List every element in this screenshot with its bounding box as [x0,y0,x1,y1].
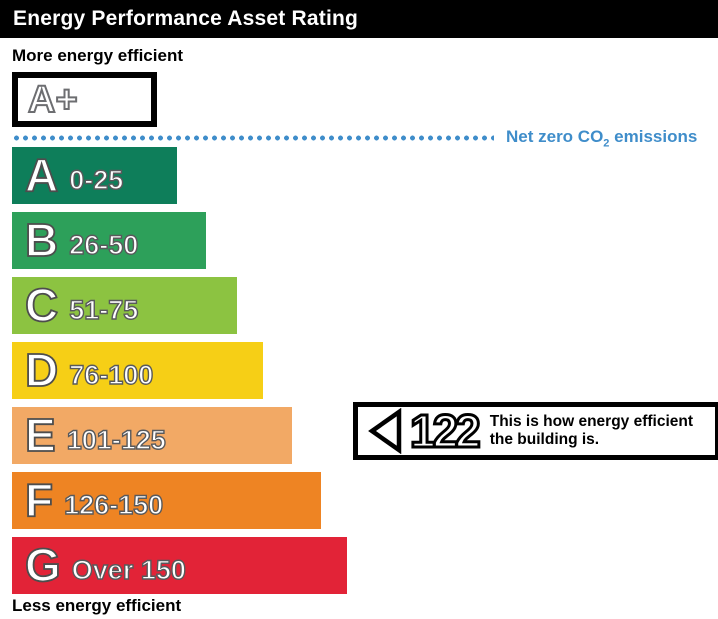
net-zero-label-sub: 2 [603,137,610,150]
band-bar: C 51-75 [12,277,237,334]
band-row: D 76-100 [12,342,347,399]
aplus-band: A+ [12,72,157,127]
header-bar: Energy Performance Asset Rating [0,0,718,38]
band-range: Over 150 [71,554,186,585]
page-title: Energy Performance Asset Rating [13,7,359,30]
rating-note-line1: This is how energy efficient [489,413,694,431]
more-efficient-label: More energy efficient [12,46,183,65]
band-letter: F [24,473,54,527]
rating-note-line2: the building is. [489,431,600,448]
band-letter: C [24,278,59,332]
net-zero-line-row: Net zero CO2 emissions [12,127,706,149]
band-bar: D 76-100 [12,342,263,399]
band-range: 101-125 [66,424,166,455]
less-efficient-label: Less energy efficient [12,596,182,615]
band-row: A 0-25 [12,147,347,204]
band-row: F 126-150 [12,472,347,529]
aplus-band-letter: A+ [27,78,79,121]
band-range: 51-75 [69,294,139,325]
rating-note: This is how energy efficient the buildin… [490,413,693,449]
band-row: B 26-50 [12,212,347,269]
band-row: C 51-75 [12,277,347,334]
band-range: 26-50 [69,229,139,260]
net-zero-label-pre: Net zero CO [506,126,604,146]
band-bar: G Over 150 [12,537,347,594]
band-row: E 101-125 [12,407,347,464]
band-range: 126-150 [63,489,164,520]
band-letter: D [24,343,59,397]
net-zero-label-post: emissions [609,126,698,146]
band-bar: A 0-25 [12,147,177,204]
left-arrow-icon [368,408,402,454]
band-letter: E [24,408,56,462]
net-zero-dotted-line [12,135,494,141]
band-row: G Over 150 [12,537,347,594]
band-letter: G [24,538,62,592]
band-bar: B 26-50 [12,212,206,269]
band-list: A 0-25 B 26-50 C 51-75 D 76-100 E 101-12… [12,147,347,602]
band-range: 0-25 [69,164,124,195]
band-bar: E 101-125 [12,407,292,464]
rating-value: 122 [409,405,483,457]
band-range: 76-100 [69,359,154,390]
band-bar: F 126-150 [12,472,321,529]
band-letter: A [24,148,59,202]
net-zero-label: Net zero CO2 emissions [506,127,697,149]
band-letter: B [24,213,59,267]
rating-pointer: 122 This is how energy efficient the bui… [353,402,718,460]
